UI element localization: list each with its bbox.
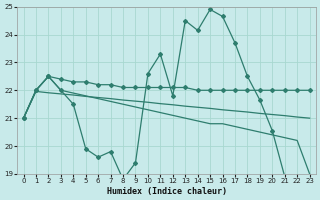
X-axis label: Humidex (Indice chaleur): Humidex (Indice chaleur) [107, 187, 227, 196]
